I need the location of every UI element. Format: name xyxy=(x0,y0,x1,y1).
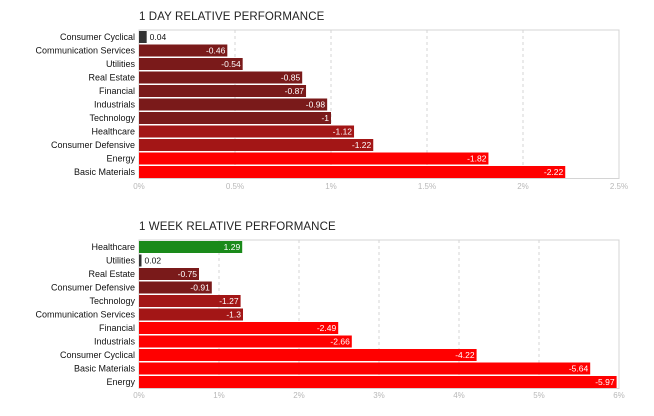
bar xyxy=(139,362,591,375)
value-label: 0.02 xyxy=(145,256,162,266)
value-label: -2.66 xyxy=(330,337,350,347)
x-tick-label: 3% xyxy=(373,391,385,400)
category-label: Technology xyxy=(89,113,135,123)
bar xyxy=(139,335,352,348)
category-label: Financial xyxy=(99,323,135,333)
bar xyxy=(139,254,142,267)
x-tick-label: 4% xyxy=(453,391,465,400)
value-label: -0.46 xyxy=(206,46,226,56)
category-label: Basic Materials xyxy=(74,364,136,374)
value-label: -1.27 xyxy=(219,296,239,306)
x-tick-label: 1% xyxy=(325,182,337,191)
bar xyxy=(139,308,243,321)
x-tick-label: 2% xyxy=(293,391,305,400)
category-label: Consumer Defensive xyxy=(51,140,135,150)
bar xyxy=(139,85,307,97)
chart-1: 1 DAY RELATIVE PERFORMANCE 0% 0.5% 1% 1.5% 2%… xyxy=(35,11,628,191)
value-label: -1.12 xyxy=(333,127,353,137)
category-label: Consumer Cyclical xyxy=(60,32,135,42)
bar xyxy=(139,44,228,57)
category-label: Industrials xyxy=(94,100,136,110)
bar xyxy=(139,376,617,388)
category-label: Communication Services xyxy=(35,46,135,56)
value-label: -0.91 xyxy=(190,283,210,293)
category-label: Healthcare xyxy=(91,127,135,137)
value-label: -0.98 xyxy=(306,100,326,110)
category-label: Consumer Cyclical xyxy=(60,350,135,360)
category-label: Communication Services xyxy=(35,310,135,320)
category-label: Industrials xyxy=(94,337,136,347)
bar xyxy=(139,139,374,151)
value-label: -1.3 xyxy=(226,310,241,320)
bar xyxy=(139,112,331,124)
bar xyxy=(139,98,328,111)
value-label: -1.22 xyxy=(352,140,372,150)
bar xyxy=(139,349,477,361)
category-label: Energy xyxy=(106,377,135,387)
x-tick-label: 6% xyxy=(613,391,625,400)
value-label: -1 xyxy=(321,113,329,123)
category-label: Utilities xyxy=(106,256,136,266)
x-tick-label: 1% xyxy=(213,391,225,400)
bar xyxy=(139,152,489,165)
x-tick-label: 2% xyxy=(517,182,529,191)
value-label: -2.49 xyxy=(317,323,337,333)
value-label: 0.04 xyxy=(150,32,167,42)
chart-title: 1 WEEK RELATIVE PERFORMANCE xyxy=(139,221,336,233)
bar xyxy=(139,322,339,334)
category-label: Basic Materials xyxy=(74,167,136,177)
x-tick-label: 0% xyxy=(133,391,145,400)
value-label: -5.64 xyxy=(569,364,589,374)
bar xyxy=(139,295,241,307)
value-label: 1.29 xyxy=(224,242,241,252)
value-label: -0.85 xyxy=(281,73,301,83)
bar xyxy=(139,31,147,43)
value-label: -1.82 xyxy=(467,154,487,164)
x-tick-label: 5% xyxy=(533,391,545,400)
value-label: -0.54 xyxy=(221,59,241,69)
category-label: Real Estate xyxy=(88,73,135,83)
bar xyxy=(139,125,355,138)
bar xyxy=(139,268,199,280)
bar xyxy=(139,281,212,294)
value-label: -0.75 xyxy=(178,269,198,279)
value-label: -4.22 xyxy=(455,350,475,360)
chart-2: 1 WEEK RELATIVE PERFORMANCE 0% 1% 2% 3% 4% 5% 6… xyxy=(35,221,624,400)
category-label: Healthcare xyxy=(91,242,135,252)
bar xyxy=(139,71,303,84)
value-label: -5.97 xyxy=(595,377,615,387)
x-tick-label: 0% xyxy=(133,182,145,191)
category-label: Technology xyxy=(89,296,135,306)
bar xyxy=(139,58,243,70)
x-tick-label: 2.5% xyxy=(610,182,628,191)
value-label: -2.22 xyxy=(544,167,564,177)
chart-title: 1 DAY RELATIVE PERFORMANCE xyxy=(139,11,325,23)
bar xyxy=(139,241,243,253)
value-label: -0.87 xyxy=(285,86,305,96)
category-label: Real Estate xyxy=(88,269,135,279)
category-label: Consumer Defensive xyxy=(51,283,135,293)
category-label: Utilities xyxy=(106,59,136,69)
x-tick-label: 1.5% xyxy=(418,182,436,191)
category-label: Energy xyxy=(106,154,135,164)
category-label: Financial xyxy=(99,86,135,96)
x-tick-label: 0.5% xyxy=(226,182,244,191)
bar xyxy=(139,166,566,178)
